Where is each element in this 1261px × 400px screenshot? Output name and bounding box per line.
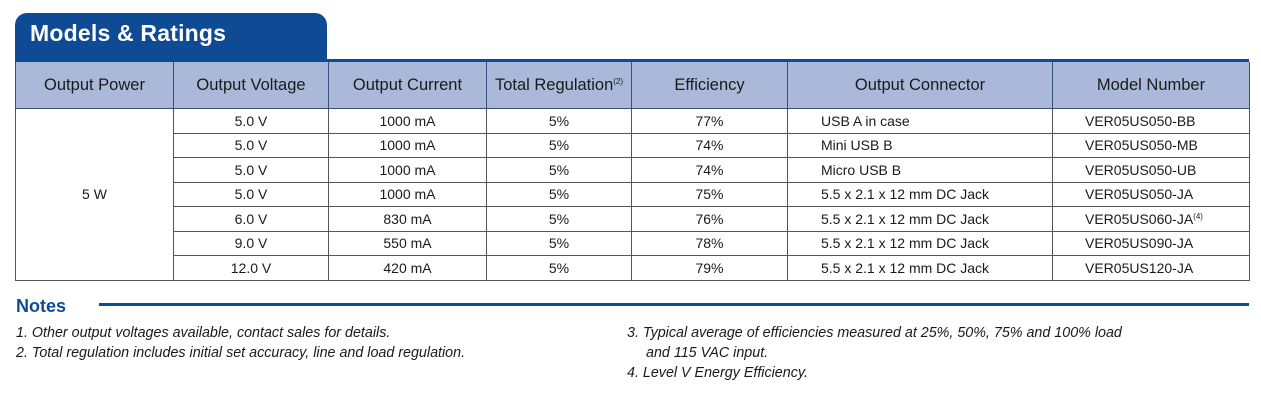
model-cell: VER05US050-JA [1052, 181, 1250, 207]
regulation-cell: 5% [486, 206, 632, 232]
regulation-cell: 5% [486, 108, 632, 134]
regulation-cell: 5% [486, 132, 632, 158]
table-row: 5.0 V 1000 mA 5% 75% 5.5 x 2.1 x 12 mm D… [16, 181, 1250, 207]
table-row: 6.0 V 830 mA 5% 76% 5.5 x 2.1 x 12 mm DC… [16, 206, 1250, 232]
note-item: 3. Typical average of efficiencies measu… [627, 325, 1122, 341]
efficiency-cell: 74% [631, 132, 788, 158]
header-model-number: Model Number [1052, 62, 1250, 109]
header-total-regulation: Total Regulation(2) [486, 62, 632, 109]
table-row: 5.0 V 1000 mA 5% 74% Mini USB B VER05US0… [16, 132, 1250, 158]
connector-cell: 5.5 x 2.1 x 12 mm DC Jack [787, 181, 1053, 207]
table-header-row: Output Power Output Voltage Output Curre… [15, 62, 1250, 109]
model-cell: VER05US050-MB [1052, 132, 1250, 158]
models-ratings-table: Output Power Output Voltage Output Curre… [15, 62, 1250, 281]
voltage-cell: 5.0 V [173, 132, 329, 158]
current-cell: 1000 mA [328, 157, 487, 183]
header-output-power: Output Power [15, 62, 174, 109]
header-efficiency: Efficiency [631, 62, 788, 109]
connector-cell: 5.5 x 2.1 x 12 mm DC Jack [787, 230, 1053, 256]
section-tab: Models & Ratings [15, 13, 327, 59]
model-cell: VER05US060-JA(4) [1052, 206, 1250, 232]
current-cell: 1000 mA [328, 181, 487, 207]
header-total-regulation-label: Total Regulation [494, 75, 614, 94]
note-item: 1. Other output voltages available, cont… [16, 325, 391, 341]
table-row: 12.0 V 420 mA 5% 79% 5.5 x 2.1 x 12 mm D… [16, 255, 1250, 281]
voltage-cell: 5.0 V [173, 157, 329, 183]
model-footnote-marker: (4) [1193, 211, 1203, 221]
connector-cell: Micro USB B [787, 157, 1053, 183]
efficiency-cell: 74% [631, 157, 788, 183]
model-number: VER05US060-JA [1085, 210, 1194, 227]
model-cell: VER05US090-JA [1052, 230, 1250, 256]
output-power-cell: 5 W [15, 108, 174, 281]
table-row: 5.0 V 1000 mA 5% 74% Micro USB B VER05US… [16, 157, 1250, 183]
connector-cell: Mini USB B [787, 132, 1053, 158]
note-item: and 115 VAC input. [646, 345, 769, 361]
model-cell: VER05US050-BB [1052, 108, 1250, 134]
note-item: 4. Level V Energy Efficiency. [627, 365, 808, 381]
regulation-cell: 5% [486, 157, 632, 183]
section-rule [15, 59, 1249, 62]
voltage-cell: 5.0 V [173, 181, 329, 207]
current-cell: 550 mA [328, 230, 487, 256]
efficiency-cell: 78% [631, 230, 788, 256]
header-footnote-marker: (2) [613, 76, 624, 86]
efficiency-cell: 75% [631, 181, 788, 207]
header-output-voltage: Output Voltage [173, 62, 329, 109]
current-cell: 420 mA [328, 255, 487, 281]
note-item: 2. Total regulation includes initial set… [16, 345, 466, 361]
connector-cell: 5.5 x 2.1 x 12 mm DC Jack [787, 206, 1053, 232]
efficiency-cell: 77% [631, 108, 788, 134]
current-cell: 1000 mA [328, 108, 487, 134]
efficiency-cell: 79% [631, 255, 788, 281]
regulation-cell: 5% [486, 255, 632, 281]
header-output-connector: Output Connector [787, 62, 1053, 109]
connector-cell: 5.5 x 2.1 x 12 mm DC Jack [787, 255, 1053, 281]
table-row: 9.0 V 550 mA 5% 78% 5.5 x 2.1 x 12 mm DC… [16, 230, 1250, 256]
table-row: 5 W 5.0 V 1000 mA 5% 77% USB A in case V… [15, 108, 1250, 281]
current-cell: 1000 mA [328, 132, 487, 158]
voltage-cell: 9.0 V [173, 230, 329, 256]
regulation-cell: 5% [486, 230, 632, 256]
efficiency-cell: 76% [631, 206, 788, 232]
voltage-cell: 6.0 V [173, 206, 329, 232]
voltage-cell: 12.0 V [173, 255, 329, 281]
model-cell: VER05US050-UB [1052, 157, 1250, 183]
voltage-cell: 5.0 V [173, 108, 329, 134]
connector-cell: USB A in case [787, 108, 1053, 134]
model-cell: VER05US120-JA [1052, 255, 1250, 281]
notes-rule [99, 303, 1249, 306]
notes-title: Notes [16, 296, 67, 316]
current-cell: 830 mA [328, 206, 487, 232]
header-output-current: Output Current [328, 62, 487, 109]
regulation-cell: 5% [486, 181, 632, 207]
section-title: Models & Ratings [30, 20, 227, 46]
